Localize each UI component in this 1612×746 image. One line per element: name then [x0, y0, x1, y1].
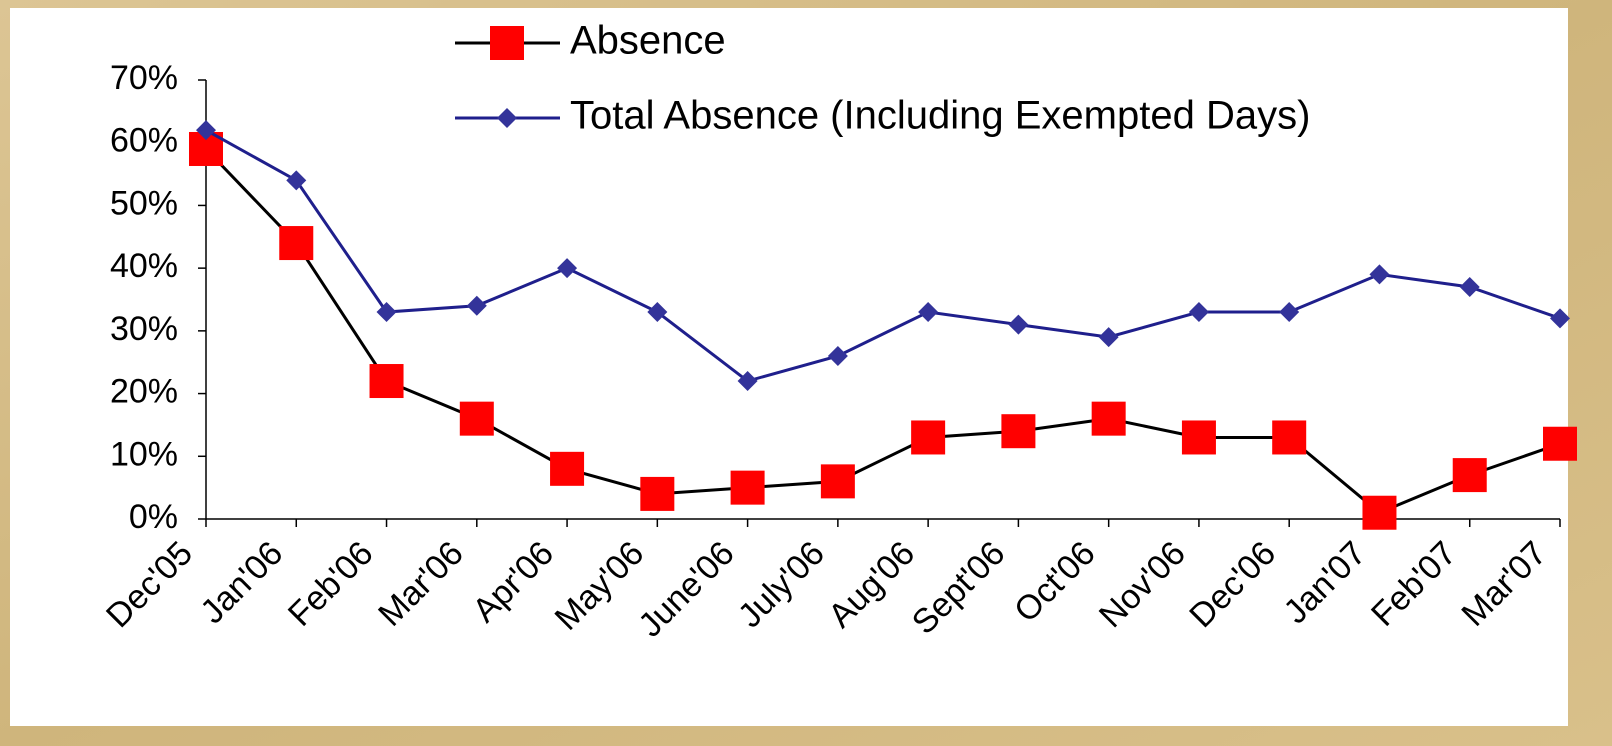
- y-tick-label: 60%: [110, 122, 178, 160]
- marker: [279, 226, 314, 261]
- y-tick-label: 70%: [110, 59, 178, 97]
- marker: [1369, 264, 1390, 285]
- marker: [647, 302, 668, 323]
- marker: [550, 451, 585, 486]
- legend-marker: [490, 26, 524, 60]
- y-tick-label: 0%: [129, 498, 178, 536]
- marker: [459, 401, 494, 436]
- marker: [1550, 308, 1570, 329]
- marker: [730, 470, 765, 505]
- marker: [557, 258, 578, 279]
- legend-label: Absence: [570, 19, 726, 63]
- marker: [1272, 420, 1307, 455]
- plot-background: [10, 8, 1568, 726]
- y-tick-label: 10%: [110, 435, 178, 473]
- series-line: [204, 147, 1561, 515]
- marker: [196, 120, 216, 141]
- marker: [1459, 276, 1480, 297]
- marker: [1008, 314, 1029, 335]
- marker: [1543, 426, 1577, 461]
- marker: [1188, 302, 1209, 323]
- marker: [820, 464, 855, 499]
- marker: [1181, 420, 1216, 455]
- marker: [466, 295, 487, 316]
- marker: [1362, 495, 1397, 530]
- y-tick-label: 50%: [110, 184, 178, 222]
- marker: [911, 420, 946, 455]
- series-line: [205, 128, 1561, 383]
- marker: [369, 364, 404, 399]
- marker: [376, 302, 397, 323]
- marker: [1279, 302, 1300, 323]
- marker: [827, 345, 848, 366]
- marker: [640, 476, 675, 511]
- legend-marker: [497, 108, 517, 128]
- marker: [286, 170, 307, 191]
- y-tick-label: 40%: [110, 247, 178, 285]
- marker: [737, 371, 758, 392]
- y-tick-label: 30%: [110, 310, 178, 348]
- y-tick-label: 20%: [110, 373, 178, 411]
- marker: [1098, 327, 1119, 348]
- marker: [918, 302, 939, 323]
- legend-label: Total Absence (Including Exempted Days): [570, 94, 1310, 138]
- marker: [1001, 414, 1036, 449]
- marker: [1091, 401, 1126, 436]
- marker: [1452, 458, 1487, 493]
